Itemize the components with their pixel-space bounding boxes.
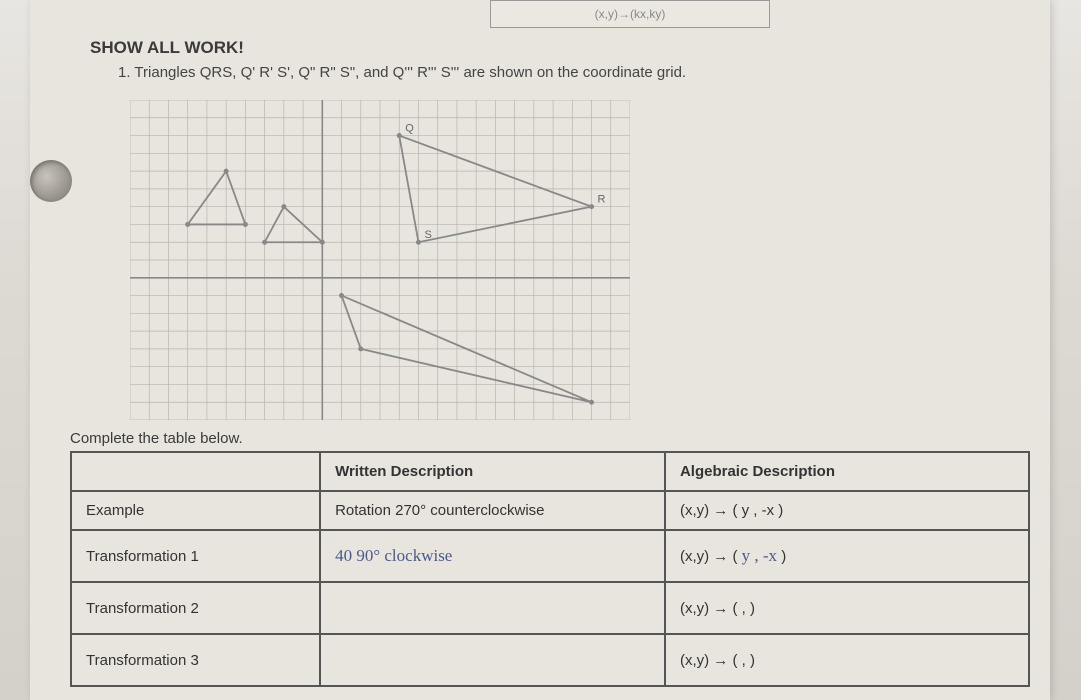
- header-section: SHOW ALL WORK! 1. Triangles QRS, Q' R' S…: [90, 38, 1010, 81]
- row-algebraic: (x,y) → ( y , -x ): [665, 491, 1029, 530]
- svg-text:Q: Q: [405, 123, 414, 135]
- top-formula-text: (x,y)→(kx,ky): [595, 7, 666, 21]
- top-formula-fragment: (x,y)→(kx,ky): [490, 0, 770, 28]
- row-algebraic: (x,y) → ( y , -x ): [665, 530, 1029, 582]
- table-row: Transformation 2 (x,y) → ( , ): [71, 582, 1029, 634]
- question-body: Triangles QRS, Q' R' S', Q" R" S", and Q…: [134, 64, 686, 81]
- svg-text:R: R: [598, 194, 606, 206]
- row-label: Transformation 3: [71, 634, 320, 686]
- row-written: [320, 582, 665, 634]
- handwritten-answer: 40 90° clockwise: [335, 546, 452, 565]
- row-label: Example: [71, 491, 320, 530]
- grid-svg: Q R S: [130, 100, 630, 420]
- row-algebraic: (x,y) → ( , ): [665, 582, 1029, 634]
- hole-punch-icon: [30, 160, 72, 202]
- algebraic-prefix: (x,y) → (: [680, 548, 738, 565]
- row-written: [320, 634, 665, 686]
- table-caption: Complete the table below.: [70, 430, 1030, 447]
- table-row: Example Rotation 270° counterclockwise (…: [71, 491, 1029, 530]
- show-all-work-heading: SHOW ALL WORK!: [90, 38, 1010, 58]
- question-text: 1. Triangles QRS, Q' R' S', Q" R" S", an…: [118, 64, 1010, 81]
- algebraic-suffix: ): [781, 548, 786, 565]
- header-algebraic: Algebraic Description: [665, 452, 1029, 491]
- table-section: Complete the table below. Written Descri…: [70, 430, 1030, 687]
- row-written: 40 90° clockwise: [320, 530, 665, 582]
- row-label: Transformation 2: [71, 582, 320, 634]
- header-written: Written Description: [320, 452, 665, 491]
- row-label: Transformation 1: [71, 530, 320, 582]
- table-header-row: Written Description Algebraic Descriptio…: [71, 452, 1029, 491]
- coordinate-grid: Q R S: [130, 100, 630, 420]
- row-written: Rotation 270° counterclockwise: [320, 491, 665, 530]
- question-number: 1.: [118, 64, 131, 81]
- row-algebraic: (x,y) → ( , ): [665, 634, 1029, 686]
- table-row: Transformation 3 (x,y) → ( , ): [71, 634, 1029, 686]
- transformation-table: Written Description Algebraic Descriptio…: [70, 451, 1030, 687]
- header-blank: [71, 452, 320, 491]
- svg-text:S: S: [424, 229, 431, 241]
- worksheet-paper: (x,y)→(kx,ky) SHOW ALL WORK! 1. Triangle…: [30, 0, 1050, 700]
- table-row: Transformation 1 40 90° clockwise (x,y) …: [71, 530, 1029, 582]
- handwritten-answer: y , -x: [742, 546, 777, 565]
